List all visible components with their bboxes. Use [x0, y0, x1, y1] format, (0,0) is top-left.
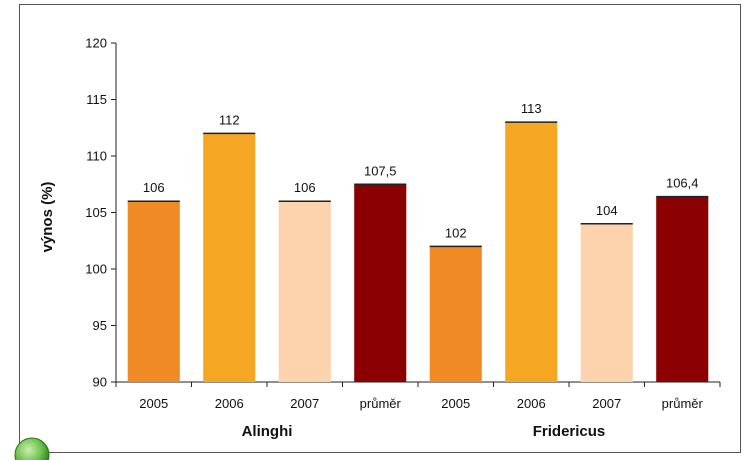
y-tick-label: 105 — [85, 205, 107, 220]
data-label: 106 — [143, 180, 165, 195]
x-tick-label: 2005 — [441, 396, 470, 411]
x-tick-label: 2005 — [139, 396, 168, 411]
bar-alinghi-3 — [354, 184, 407, 382]
bar-fridericus-4 — [429, 246, 482, 382]
y-tick-label: 95 — [93, 318, 107, 333]
data-label: 106,4 — [666, 176, 699, 191]
bar-alinghi-0 — [127, 201, 180, 382]
chart-frame: výnos (%) 90 95 100 105 110 115 120 106 2005 112 2… — [19, 4, 741, 453]
x-tick-label: 2007 — [290, 396, 319, 411]
bar-alinghi-2 — [278, 201, 331, 382]
data-label: 106 — [294, 180, 316, 195]
x-tick-label: 2006 — [517, 396, 546, 411]
y-tick-label: 120 — [85, 36, 107, 51]
y-tick-label: 90 — [93, 375, 107, 390]
bar-fridericus-5 — [505, 122, 558, 382]
data-label: 104 — [596, 203, 618, 218]
green-circle-icon — [14, 437, 50, 460]
x-tick-label: průměr — [360, 396, 402, 411]
x-tick-label: 2007 — [592, 396, 621, 411]
bar-alinghi-1 — [203, 133, 256, 382]
bar-chart: výnos (%) 90 95 100 105 110 115 120 106 2005 112 2… — [39, 36, 721, 440]
y-tick-label: 115 — [86, 92, 107, 107]
y-tick-label: 100 — [85, 262, 107, 277]
data-label: 113 — [521, 101, 542, 116]
bar-fridericus-6 — [580, 223, 633, 382]
x-tick-label: 2006 — [215, 396, 244, 411]
data-label: 102 — [445, 225, 467, 240]
x-tick-label: průměr — [662, 396, 704, 411]
group-label-alinghi: Alinghi — [242, 423, 293, 440]
group-label-fridericus: Fridericus — [533, 423, 606, 440]
data-label: 112 — [219, 112, 240, 127]
y-tick-label: 110 — [86, 149, 107, 164]
bar-fridericus-7 — [656, 196, 709, 382]
data-label: 107,5 — [364, 163, 397, 178]
y-axis-title: výnos (%) — [39, 182, 56, 253]
